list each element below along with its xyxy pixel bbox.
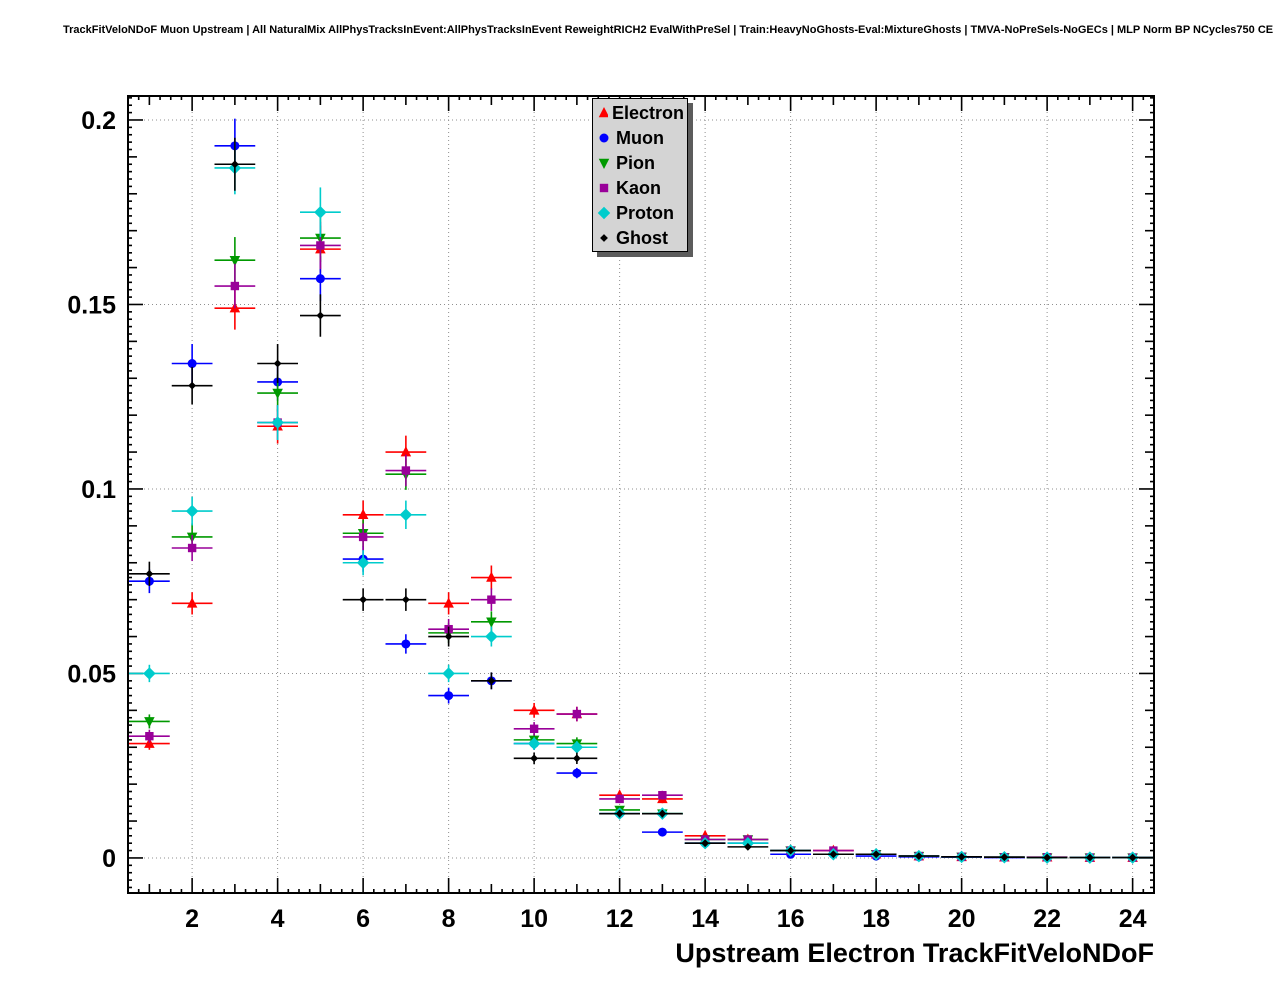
legend-label-muon: Muon bbox=[616, 127, 664, 148]
x-tick-label: 12 bbox=[606, 905, 634, 933]
legend-entry-ghost: Ghost bbox=[596, 225, 684, 250]
y-tick-label: 0.1 bbox=[81, 476, 116, 504]
x-axis-title: Upstream Electron TrackFitVeloNDoF bbox=[675, 938, 1154, 968]
series-pion bbox=[129, 214, 1153, 864]
legend-entry-electron: Electron bbox=[596, 100, 684, 125]
legend-label-proton: Proton bbox=[616, 202, 674, 223]
legend: Electron Muon Pion Kaon Proton Ghost bbox=[592, 98, 688, 252]
series-ghost bbox=[129, 137, 1153, 862]
electron-marker-icon bbox=[598, 106, 608, 117]
plot-title: TrackFitVeloNDoF Muon Upstream | All Nat… bbox=[63, 24, 1276, 36]
x-tick-label: 4 bbox=[271, 905, 285, 933]
legend-label-kaon: Kaon bbox=[616, 177, 661, 198]
series-kaon bbox=[129, 221, 1153, 862]
x-tick-label: 10 bbox=[520, 905, 548, 933]
kaon-marker-icon bbox=[599, 183, 609, 192]
legend-entry-pion: Pion bbox=[596, 150, 684, 175]
x-tick-label: 2 bbox=[185, 905, 199, 933]
proton-marker-icon bbox=[597, 206, 611, 219]
x-tick-label: 20 bbox=[948, 905, 976, 933]
legend-entry-kaon: Kaon bbox=[596, 175, 684, 200]
x-tick-label: 8 bbox=[442, 905, 456, 933]
x-tick-label: 14 bbox=[691, 905, 719, 933]
y-tick-label: 0 bbox=[102, 845, 116, 873]
x-tick-label: 18 bbox=[862, 905, 890, 933]
pion-marker-icon bbox=[598, 158, 610, 169]
legend-label-electron: Electron bbox=[611, 102, 684, 123]
y-tick-label: 0.05 bbox=[67, 660, 116, 688]
x-tick-label: 22 bbox=[1033, 905, 1061, 933]
x-tick-label: 6 bbox=[356, 905, 370, 933]
y-tick-label: 0.2 bbox=[81, 107, 116, 135]
legend-entry-muon: Muon bbox=[596, 125, 684, 150]
legend-label-pion: Pion bbox=[616, 152, 655, 173]
x-tick-label: 16 bbox=[777, 905, 805, 933]
x-tick-label: 24 bbox=[1119, 905, 1147, 933]
muon-marker-icon bbox=[599, 133, 609, 142]
series-electron bbox=[129, 225, 1153, 862]
legend-label-ghost: Ghost bbox=[616, 227, 668, 248]
legend-entry-proton: Proton bbox=[596, 200, 684, 225]
ghost-marker-icon bbox=[600, 233, 608, 242]
y-tick-label: 0.15 bbox=[67, 291, 116, 319]
